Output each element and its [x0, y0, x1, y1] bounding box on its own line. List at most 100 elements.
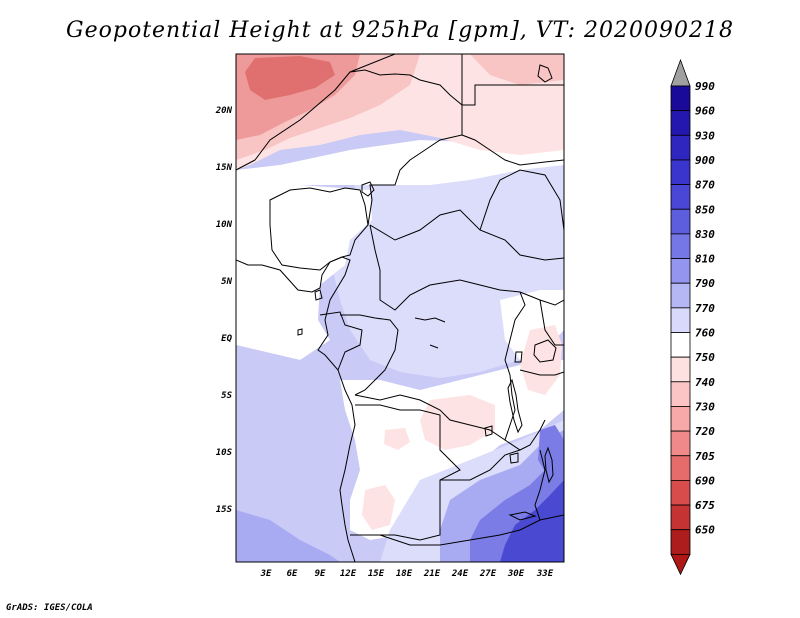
lon-tick-label: 24E — [451, 569, 469, 579]
colorbar-swatch — [670, 184, 691, 210]
colorbar-bottom-arrow — [670, 553, 691, 576]
colorbar-label: 740 — [695, 376, 715, 389]
field-750-760-small-patch — [384, 428, 410, 450]
lon-tick-label: 33E — [536, 569, 554, 579]
lake-victoria — [533, 339, 557, 363]
colorbar-swatch — [670, 430, 691, 457]
border-car — [369, 209, 564, 261]
border-angola — [350, 404, 461, 541]
colorbar-label: 675 — [695, 499, 715, 512]
lon-tick-label: 21E — [423, 569, 441, 579]
colorbar-swatch — [670, 332, 691, 358]
field-850-870-se-core — [500, 480, 564, 562]
border-mozambique — [534, 449, 546, 521]
border-south — [379, 514, 564, 546]
coast-northeast — [537, 64, 553, 83]
border-tanzania — [519, 369, 564, 376]
colorbar-top-arrow — [670, 58, 691, 87]
map-panel — [236, 54, 564, 562]
lake-mweru — [484, 425, 493, 437]
colorbar-swatch — [670, 307, 691, 333]
plot-title: Geopotential Height at 925hPa [gpm], VT:… — [66, 18, 734, 43]
lon-tick-label: 15E — [368, 569, 385, 579]
field-760-770-south-band — [340, 360, 564, 540]
colorbar-label: 790 — [695, 277, 715, 290]
colorbar-swatch — [670, 282, 691, 309]
island-sao-tome — [297, 328, 303, 336]
colorbar-label: 900 — [695, 154, 715, 167]
colorbar-label: 960 — [695, 105, 715, 118]
colorbar-label: 770 — [695, 302, 715, 315]
colorbar-swatch — [670, 233, 691, 259]
border-congo — [340, 314, 399, 396]
lake-chad — [361, 181, 375, 197]
border-south-sudan — [479, 169, 564, 231]
lake-kivu — [514, 351, 523, 363]
map-frame — [235, 53, 565, 563]
border-nigeria — [269, 187, 369, 271]
lat-tick-label: EQ — [221, 334, 232, 344]
colorbar-label: 760 — [695, 327, 715, 340]
lat-tick-label: 10N — [216, 220, 233, 230]
border-chad-libya — [349, 54, 564, 106]
border-drc-east — [504, 291, 546, 451]
colorbar-label: 930 — [695, 129, 715, 142]
lat-axis: 20N 15N 10N 5N EQ 5S 10S 15S — [215, 106, 233, 515]
field-790-810-sw-ocean — [236, 345, 350, 562]
field-760-770-north-band — [236, 140, 564, 185]
lon-tick-label: 18E — [396, 569, 413, 579]
field-810-830-southeast — [236, 510, 340, 562]
colorbar-label: 750 — [695, 351, 715, 364]
field-740-750-ne — [470, 54, 564, 85]
lat-tick-label: 15S — [216, 505, 233, 515]
colorbar-label: 870 — [695, 179, 715, 192]
colorbar-swatch — [670, 479, 691, 506]
colorbar-label: 730 — [695, 400, 715, 413]
colorbar-swatch — [670, 85, 691, 112]
lat-tick-label: 15N — [216, 163, 233, 173]
lat-tick-label: 20N — [215, 106, 233, 116]
lake-bangweulu — [509, 452, 519, 464]
coastline-west-africa — [236, 256, 356, 562]
lake-tanganyika — [507, 378, 523, 434]
colorbar-swatch — [670, 529, 691, 555]
border-gabon — [319, 311, 363, 371]
colorbar: 990 960 930 900 870 850 830 810 790 770 760 750 740 7… — [670, 58, 715, 576]
lon-tick-label: 30E — [507, 569, 525, 579]
colorbar-swatch — [670, 159, 691, 185]
colorbar-swatch — [670, 208, 691, 235]
borders — [236, 54, 564, 562]
border-east-africa — [519, 291, 564, 346]
colorbar-label: 830 — [695, 228, 715, 241]
field-720-730-nw-core — [245, 56, 335, 100]
lon-axis: 3E 6E 9E 12E 15E 18E 21E 24E 27E 30E 33E — [260, 569, 554, 579]
border-car-south — [369, 224, 521, 311]
lat-tick-label: 5N — [221, 277, 232, 287]
lat-tick-label: 10S — [216, 448, 233, 458]
field-750-760-sw-patch — [362, 485, 395, 530]
border-zambia — [440, 449, 521, 481]
colorbar-swatch — [670, 455, 691, 481]
border-drc-south — [354, 394, 506, 441]
lon-tick-label: 12E — [340, 569, 357, 579]
colorbar-swatch — [670, 134, 691, 161]
colorbar-label: 705 — [695, 450, 715, 463]
colorbar-label: 720 — [695, 425, 715, 438]
border-sudan — [461, 134, 564, 166]
colorbar-swatch — [670, 406, 691, 432]
colorbar-label: 810 — [695, 253, 715, 266]
colorbar-label: 650 — [695, 524, 715, 537]
grads-credit: GrADS: IGES/COLA — [6, 603, 93, 613]
colorbar-label: 690 — [695, 474, 715, 487]
lat-tick-label: 5S — [221, 391, 232, 401]
island-bioko — [314, 289, 323, 301]
field-750-760-east-patch — [520, 325, 562, 395]
lon-tick-label: 3E — [260, 569, 272, 579]
river-congo-basin — [414, 317, 446, 349]
lon-tick-label: 6E — [287, 569, 298, 579]
field-750-760-south-patch — [420, 395, 495, 450]
colorbar-swatch — [670, 258, 691, 284]
colorbar-swatch — [670, 381, 691, 407]
colorbar-label: 850 — [695, 203, 715, 216]
